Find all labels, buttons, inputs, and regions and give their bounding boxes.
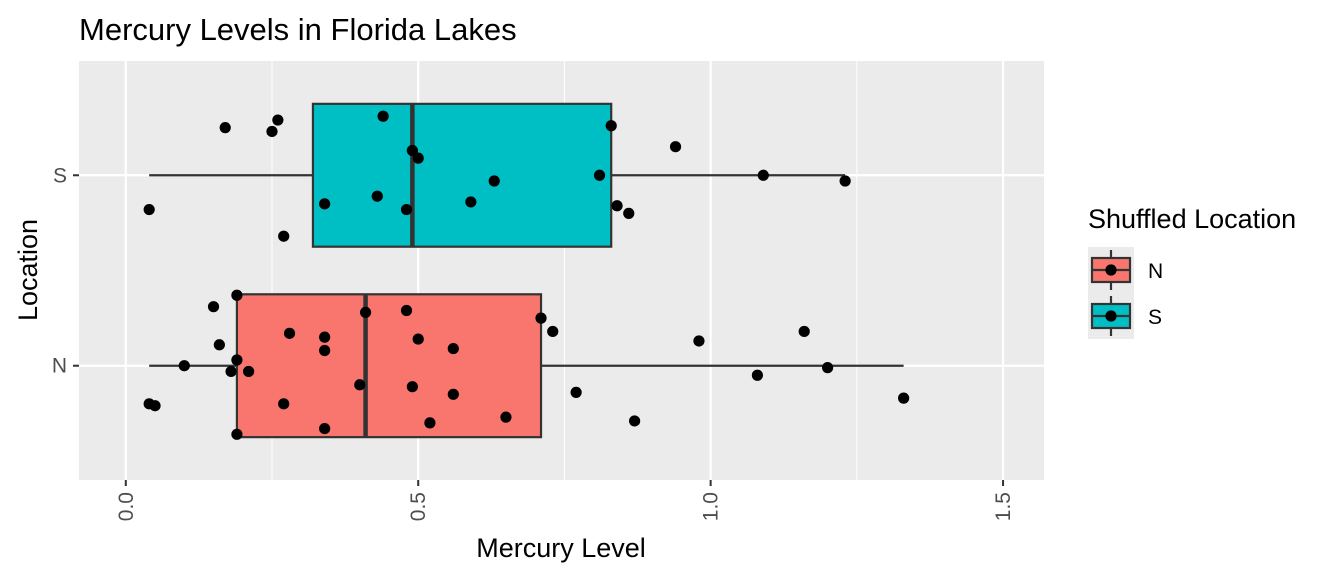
data-point — [822, 362, 834, 374]
box-body — [311, 102, 613, 248]
legend-label: N — [1148, 260, 1163, 283]
data-point — [839, 175, 851, 187]
data-point — [178, 360, 190, 372]
legend-key-s: S — [1088, 293, 1162, 339]
data-point — [225, 365, 237, 378]
data-point — [354, 379, 366, 391]
data-point — [757, 169, 769, 181]
data-point — [207, 301, 220, 313]
data-point — [278, 398, 290, 410]
data-point — [447, 388, 459, 400]
y-tick-label: S — [53, 164, 67, 187]
data-point — [447, 342, 459, 355]
data-point — [669, 141, 682, 153]
data-point — [377, 110, 389, 122]
data-point — [593, 169, 606, 181]
data-point — [266, 125, 278, 138]
data-point — [319, 198, 331, 210]
legend-label: S — [1148, 306, 1162, 329]
data-point — [319, 422, 331, 435]
data-point — [243, 365, 255, 378]
box-body — [235, 293, 543, 439]
data-point — [213, 339, 225, 351]
chart-title: Mercury Levels in Florida Lakes — [79, 12, 517, 47]
legend-title: Shuffled Location — [1088, 204, 1296, 234]
x-tick-label: 0.5 — [407, 492, 430, 521]
data-point — [570, 386, 582, 398]
data-point — [798, 325, 810, 338]
data-point — [488, 175, 500, 187]
data-point — [371, 190, 383, 202]
data-point — [272, 114, 284, 126]
y-axis-title: Location — [13, 219, 43, 321]
data-point — [319, 344, 331, 357]
data-point — [231, 428, 243, 440]
data-point — [219, 122, 231, 134]
legend: Shuffled Location NS — [1088, 204, 1296, 339]
data-point — [400, 304, 413, 317]
legend-key-point — [1105, 310, 1117, 322]
data-point — [500, 411, 512, 423]
x-tick-label: 0.0 — [115, 492, 138, 521]
data-point — [535, 312, 547, 324]
legend-keys: NS — [1088, 247, 1163, 339]
y-axis: NS — [52, 164, 79, 378]
data-point — [319, 331, 331, 343]
data-point — [751, 369, 764, 381]
data-point — [359, 306, 372, 318]
y-tick-label: N — [52, 355, 67, 378]
data-point — [231, 354, 243, 366]
data-point — [629, 415, 641, 427]
x-axis: 0.0 0.5 1.0 1.5 — [115, 480, 1015, 521]
data-point — [547, 325, 559, 338]
x-tick-label: 1.5 — [992, 492, 1015, 521]
data-point — [693, 335, 705, 347]
x-tick-label: 1.0 — [700, 492, 723, 521]
data-point — [605, 120, 617, 132]
data-point — [898, 392, 910, 404]
data-point — [278, 230, 290, 242]
data-point — [283, 327, 296, 339]
data-point — [143, 203, 155, 216]
data-point — [406, 381, 418, 393]
data-point — [465, 196, 477, 208]
data-point — [412, 152, 424, 164]
box-s — [149, 102, 846, 248]
box-layer — [149, 102, 904, 439]
point-layer — [143, 110, 910, 440]
data-point — [400, 203, 413, 216]
data-point — [623, 207, 635, 219]
data-point — [149, 400, 161, 412]
legend-key-point — [1105, 264, 1117, 276]
data-point — [611, 200, 623, 212]
box-n — [149, 293, 904, 439]
data-point — [412, 333, 424, 345]
data-point — [406, 144, 418, 157]
data-point — [424, 417, 436, 429]
x-axis-title: Mercury Level — [476, 533, 646, 563]
data-point — [231, 289, 243, 301]
legend-key-n: N — [1088, 247, 1163, 293]
